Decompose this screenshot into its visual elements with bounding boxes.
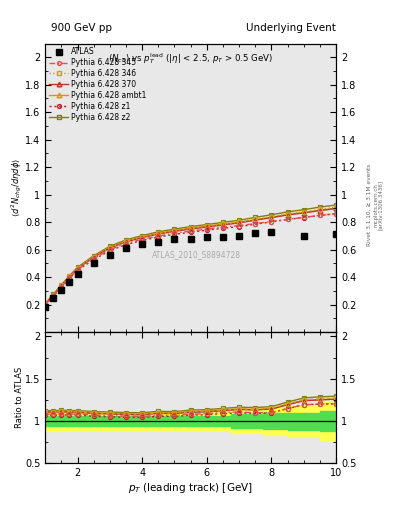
Text: $\langle N_{ch}\rangle$ vs $p_T^{\rm lead}$ ($|\eta|$ < 2.5, $p_T$ > 0.5 GeV): $\langle N_{ch}\rangle$ vs $p_T^{\rm lea… bbox=[108, 51, 273, 66]
X-axis label: $p_T$ (leading track) [GeV]: $p_T$ (leading track) [GeV] bbox=[128, 481, 253, 495]
Y-axis label: $\langle d^2 N_{chg}/d\eta d\phi \rangle$: $\langle d^2 N_{chg}/d\eta d\phi \rangle… bbox=[9, 158, 24, 218]
Text: ATLAS_2010_S8894728: ATLAS_2010_S8894728 bbox=[152, 250, 241, 259]
Text: 900 GeV pp: 900 GeV pp bbox=[51, 23, 112, 33]
Legend: ATLAS, Pythia 6.428 345, Pythia 6.428 346, Pythia 6.428 370, Pythia 6.428 ambt1,: ATLAS, Pythia 6.428 345, Pythia 6.428 34… bbox=[48, 46, 148, 123]
Y-axis label: Ratio to ATLAS: Ratio to ATLAS bbox=[15, 367, 24, 429]
Text: [arXiv:1306.3436]: [arXiv:1306.3436] bbox=[378, 180, 383, 230]
Text: Rivet 3.1.10, ≥ 3.1M events: Rivet 3.1.10, ≥ 3.1M events bbox=[367, 164, 372, 246]
Text: mcplots.cern.ch: mcplots.cern.ch bbox=[374, 183, 378, 227]
Text: Underlying Event: Underlying Event bbox=[246, 23, 336, 33]
